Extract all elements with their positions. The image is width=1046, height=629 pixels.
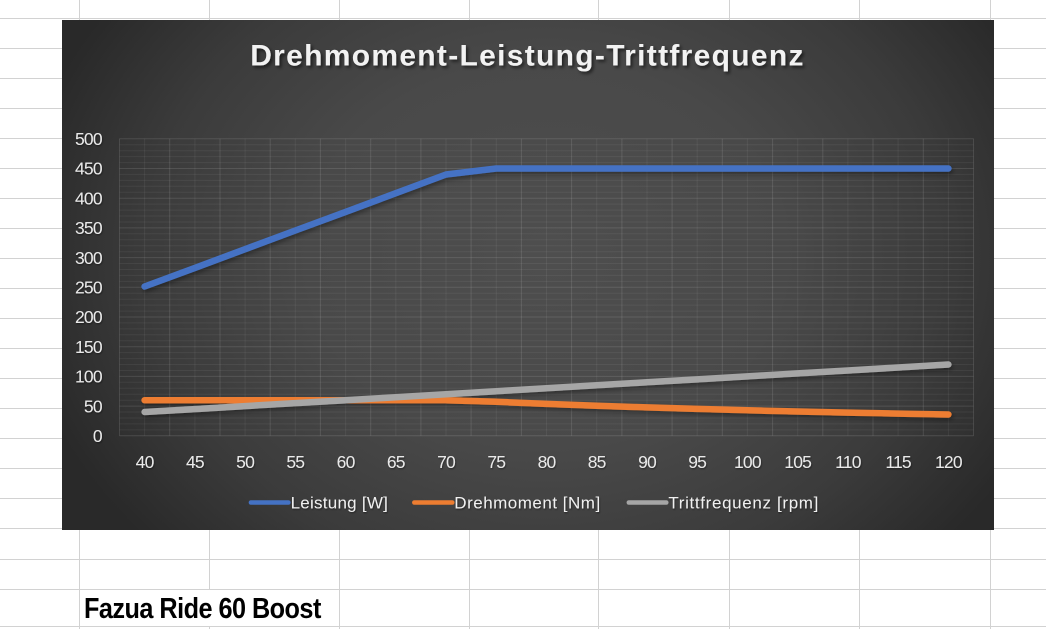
svg-text:200: 200 (75, 307, 103, 327)
svg-text:45: 45 (186, 452, 204, 472)
svg-text:100: 100 (75, 367, 103, 387)
svg-text:120: 120 (935, 452, 963, 472)
svg-text:110: 110 (835, 452, 862, 472)
svg-text:90: 90 (638, 452, 657, 472)
svg-text:65: 65 (387, 452, 405, 472)
svg-text:Drehmoment [Nm]: Drehmoment [Nm] (454, 494, 600, 513)
svg-text:400: 400 (75, 188, 103, 208)
svg-text:0: 0 (93, 426, 103, 446)
svg-text:100: 100 (734, 452, 762, 472)
svg-text:60: 60 (337, 452, 356, 472)
svg-text:95: 95 (688, 452, 706, 472)
svg-text:40: 40 (136, 452, 155, 472)
svg-text:350: 350 (75, 218, 103, 238)
svg-text:80: 80 (538, 452, 557, 472)
svg-text:85: 85 (588, 452, 606, 472)
svg-text:150: 150 (75, 337, 103, 357)
svg-text:450: 450 (75, 159, 103, 179)
svg-text:Trittfrequenz [rpm]: Trittfrequenz [rpm] (668, 494, 819, 513)
svg-text:50: 50 (84, 396, 103, 416)
svg-text:500: 500 (75, 129, 103, 149)
svg-text:250: 250 (75, 278, 103, 298)
svg-text:75: 75 (487, 452, 505, 472)
svg-text:300: 300 (75, 248, 103, 268)
svg-text:Leistung [W]: Leistung [W] (291, 494, 389, 513)
svg-text:Drehmoment-Leistung-Trittfrequ: Drehmoment-Leistung-Trittfrequenz (250, 40, 805, 73)
svg-text:55: 55 (286, 452, 304, 472)
svg-text:115: 115 (885, 452, 911, 472)
svg-text:50: 50 (236, 452, 255, 472)
svg-text:70: 70 (437, 452, 456, 472)
svg-text:105: 105 (784, 452, 811, 472)
